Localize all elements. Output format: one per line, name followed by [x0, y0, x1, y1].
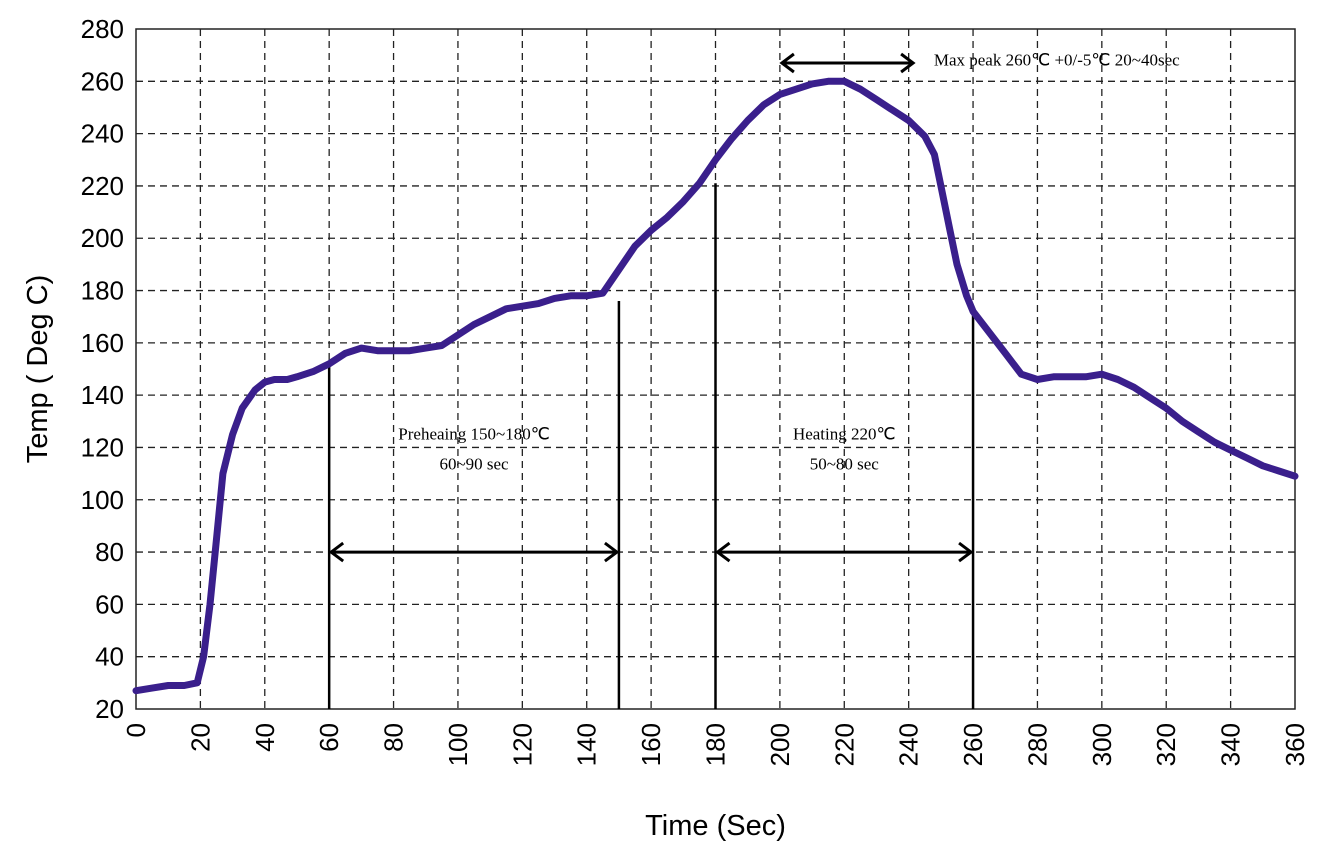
y-tick-label: 260: [81, 66, 124, 96]
annotation-layer: Preheaing 150~180℃ 60~90 sec Heating 220℃ 5…: [398, 51, 1180, 474]
x-tick-label: 220: [829, 723, 859, 766]
y-tick-label: 140: [81, 380, 124, 410]
arrow-layer: [328, 52, 974, 563]
annotation-line: Preheaing 150~180℃: [398, 425, 550, 444]
range-arrow: [328, 541, 620, 563]
annotation-line: 60~90 sec: [439, 455, 509, 474]
range-arrow-head-right: [958, 541, 974, 563]
annotation-line: Heating 220℃: [793, 425, 896, 444]
marker-layer: [327, 183, 975, 709]
y-tick-label: 80: [95, 537, 124, 567]
x-tick-label: 60: [314, 723, 344, 752]
annotation-line: Max peak 260℃ +0/-5℃ 20~40sec: [934, 51, 1180, 70]
x-tick-label: 240: [894, 723, 924, 766]
y-tick-label: 40: [95, 642, 124, 672]
y-tick-label: 180: [81, 276, 124, 306]
range-arrow-head-left: [715, 541, 731, 563]
x-tick-label: 180: [701, 723, 731, 766]
x-tick-label: 0: [121, 723, 151, 737]
x-tick-label: 260: [958, 723, 988, 766]
annotation-text: Max peak 260℃ +0/-5℃ 20~40sec: [934, 51, 1180, 70]
x-tick-label: 160: [636, 723, 666, 766]
y-tick-label: 220: [81, 171, 124, 201]
x-tick-label: 120: [507, 723, 537, 766]
range-arrow-head-right: [900, 52, 916, 74]
range-arrow-head-left: [779, 52, 795, 74]
x-tick-label: 20: [185, 723, 215, 752]
x-tick-labels: 0 20 40 60 80 100 120 140 160 180 200 220 240 260 280 3…: [121, 723, 1310, 766]
y-tick-label: 60: [95, 589, 124, 619]
y-tick-label: 200: [81, 223, 124, 253]
x-tick-label: 80: [379, 723, 409, 752]
x-tick-label: 340: [1216, 723, 1246, 766]
series-layer: [132, 77, 1299, 695]
temperature-profile-line: [132, 77, 1299, 695]
range-arrow-head-right: [604, 541, 620, 563]
y-tick-label: 120: [81, 432, 124, 462]
y-axis-title: Temp ( Deg C): [22, 275, 54, 464]
annotation-line: 50~80 sec: [810, 455, 880, 474]
x-tick-label: 360: [1280, 723, 1310, 766]
y-tick-labels: 20 40 60 80 100 120 140 160 180 200 220 240 260 280: [81, 14, 124, 724]
x-tick-label: 200: [765, 723, 795, 766]
x-tick-label: 280: [1022, 723, 1052, 766]
x-axis-title: Time (Sec): [645, 810, 786, 842]
x-tick-label: 140: [572, 723, 602, 766]
x-tick-label: 300: [1087, 723, 1117, 766]
range-arrow: [715, 541, 974, 563]
annotation-text: Preheaing 150~180℃ 60~90 sec: [398, 425, 550, 474]
y-tick-label: 280: [81, 14, 124, 44]
annotation-text: Heating 220℃ 50~80 sec: [793, 425, 896, 474]
x-tick-label: 100: [443, 723, 473, 766]
x-tick-label: 320: [1151, 723, 1181, 766]
y-tick-label: 240: [81, 119, 124, 149]
range-arrow: [779, 52, 916, 74]
y-tick-label: 160: [81, 328, 124, 358]
x-tick-label: 40: [250, 723, 280, 752]
y-tick-label: 20: [95, 694, 124, 724]
y-tick-label: 100: [81, 485, 124, 515]
range-arrow-head-left: [328, 541, 345, 563]
